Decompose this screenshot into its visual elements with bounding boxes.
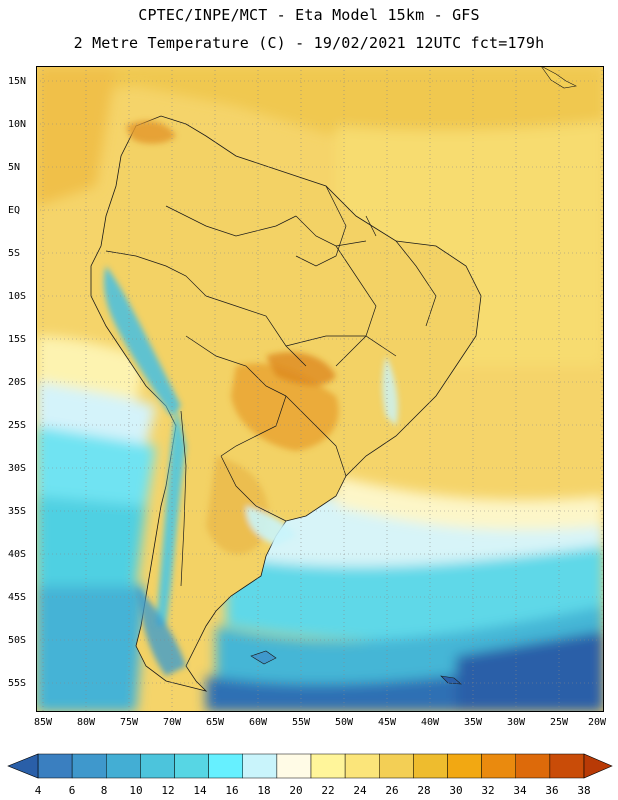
- colorbar-label: 12: [161, 784, 175, 797]
- lon-label: 85W: [33, 717, 53, 728]
- lat-label: 45S: [8, 592, 27, 603]
- lon-label: 75W: [119, 717, 139, 728]
- falkland-islands: [250, 650, 277, 665]
- map-field: [36, 66, 604, 712]
- colorbar-cell: [515, 753, 551, 779]
- temperature-map: [36, 66, 604, 712]
- lon-label: 45W: [377, 717, 397, 728]
- colorbar-label: 10: [129, 784, 143, 797]
- colorbar-label: 22: [321, 784, 335, 797]
- lat-label: 20S: [8, 377, 27, 388]
- colorbar-label: 36: [545, 784, 559, 797]
- south-georgia: [440, 675, 462, 685]
- triangle-right-icon: [583, 753, 613, 779]
- lat-label: 15N: [8, 76, 27, 87]
- colorbar-cell: [413, 753, 448, 779]
- colorbar-cell: [242, 753, 278, 779]
- lon-label: 20W: [587, 717, 607, 728]
- colorbar-cell: [447, 753, 482, 779]
- lat-label: 55S: [8, 678, 27, 689]
- colorbar-label: 8: [100, 784, 108, 797]
- colorbar-label: 14: [193, 784, 207, 797]
- lat-label: 5N: [8, 162, 21, 173]
- colorbar-label: 38: [577, 784, 591, 797]
- triangle-left-icon: [7, 753, 39, 779]
- colorbar-cell: [208, 753, 243, 779]
- colorbar-cell: [310, 753, 346, 779]
- colorbar-label: 30: [449, 784, 463, 797]
- lat-label: EQ: [8, 205, 21, 216]
- colorbar-label: 16: [225, 784, 239, 797]
- colorbar-label: 4: [34, 784, 42, 797]
- colorbar-cell: [549, 753, 585, 779]
- lon-label: 55W: [291, 717, 311, 728]
- colorbar-cell: [276, 753, 312, 779]
- title-line-1: CPTEC/INPE/MCT - Eta Model 15km - GFS: [138, 6, 480, 24]
- colorbar-label: 26: [385, 784, 399, 797]
- lat-label: 10N: [8, 119, 27, 130]
- colorbar-cell: [140, 753, 175, 779]
- colorbar-label: 32: [481, 784, 495, 797]
- colorbar-label: 34: [513, 784, 527, 797]
- colorbar-label: 28: [417, 784, 431, 797]
- lon-label: 25W: [549, 717, 569, 728]
- land-temperature: [104, 120, 398, 676]
- lat-lon-grid: [36, 66, 604, 712]
- colorbar-cell: [481, 753, 516, 779]
- colorbar-label: 20: [289, 784, 303, 797]
- lat-label: 25S: [8, 420, 27, 431]
- lon-label: 50W: [334, 717, 354, 728]
- title-line-2: 2 Metre Temperature (C) - 19/02/2021 12U…: [73, 34, 545, 52]
- lon-label: 70W: [162, 717, 182, 728]
- lat-label: 50S: [8, 635, 27, 646]
- lat-label: 10S: [8, 291, 27, 302]
- caribbean-islands: [540, 66, 577, 89]
- lon-label: 80W: [76, 717, 96, 728]
- country-borders: [105, 185, 437, 587]
- colorbar-cell: [379, 753, 414, 779]
- lon-label: 40W: [420, 717, 440, 728]
- lat-label: 30S: [8, 463, 27, 474]
- colorbar-cell: [106, 753, 141, 779]
- lon-label: 30W: [506, 717, 526, 728]
- lon-label: 65W: [205, 717, 225, 728]
- lon-label: 60W: [248, 717, 268, 728]
- colorbar-label: 18: [257, 784, 271, 797]
- lat-label: 35S: [8, 506, 27, 517]
- colorbar-label: 6: [68, 784, 76, 797]
- colorbar-cell: [71, 753, 107, 779]
- lon-label: 35W: [463, 717, 483, 728]
- lat-label: 5S: [8, 248, 21, 259]
- lat-label: 40S: [8, 549, 27, 560]
- colorbar-cell: [344, 753, 380, 779]
- colorbar-cell: [174, 753, 209, 779]
- colorbar-label: 24: [353, 784, 367, 797]
- lat-label: 15S: [8, 334, 27, 345]
- colorbar: [7, 753, 613, 779]
- colorbar-cell: [37, 753, 73, 779]
